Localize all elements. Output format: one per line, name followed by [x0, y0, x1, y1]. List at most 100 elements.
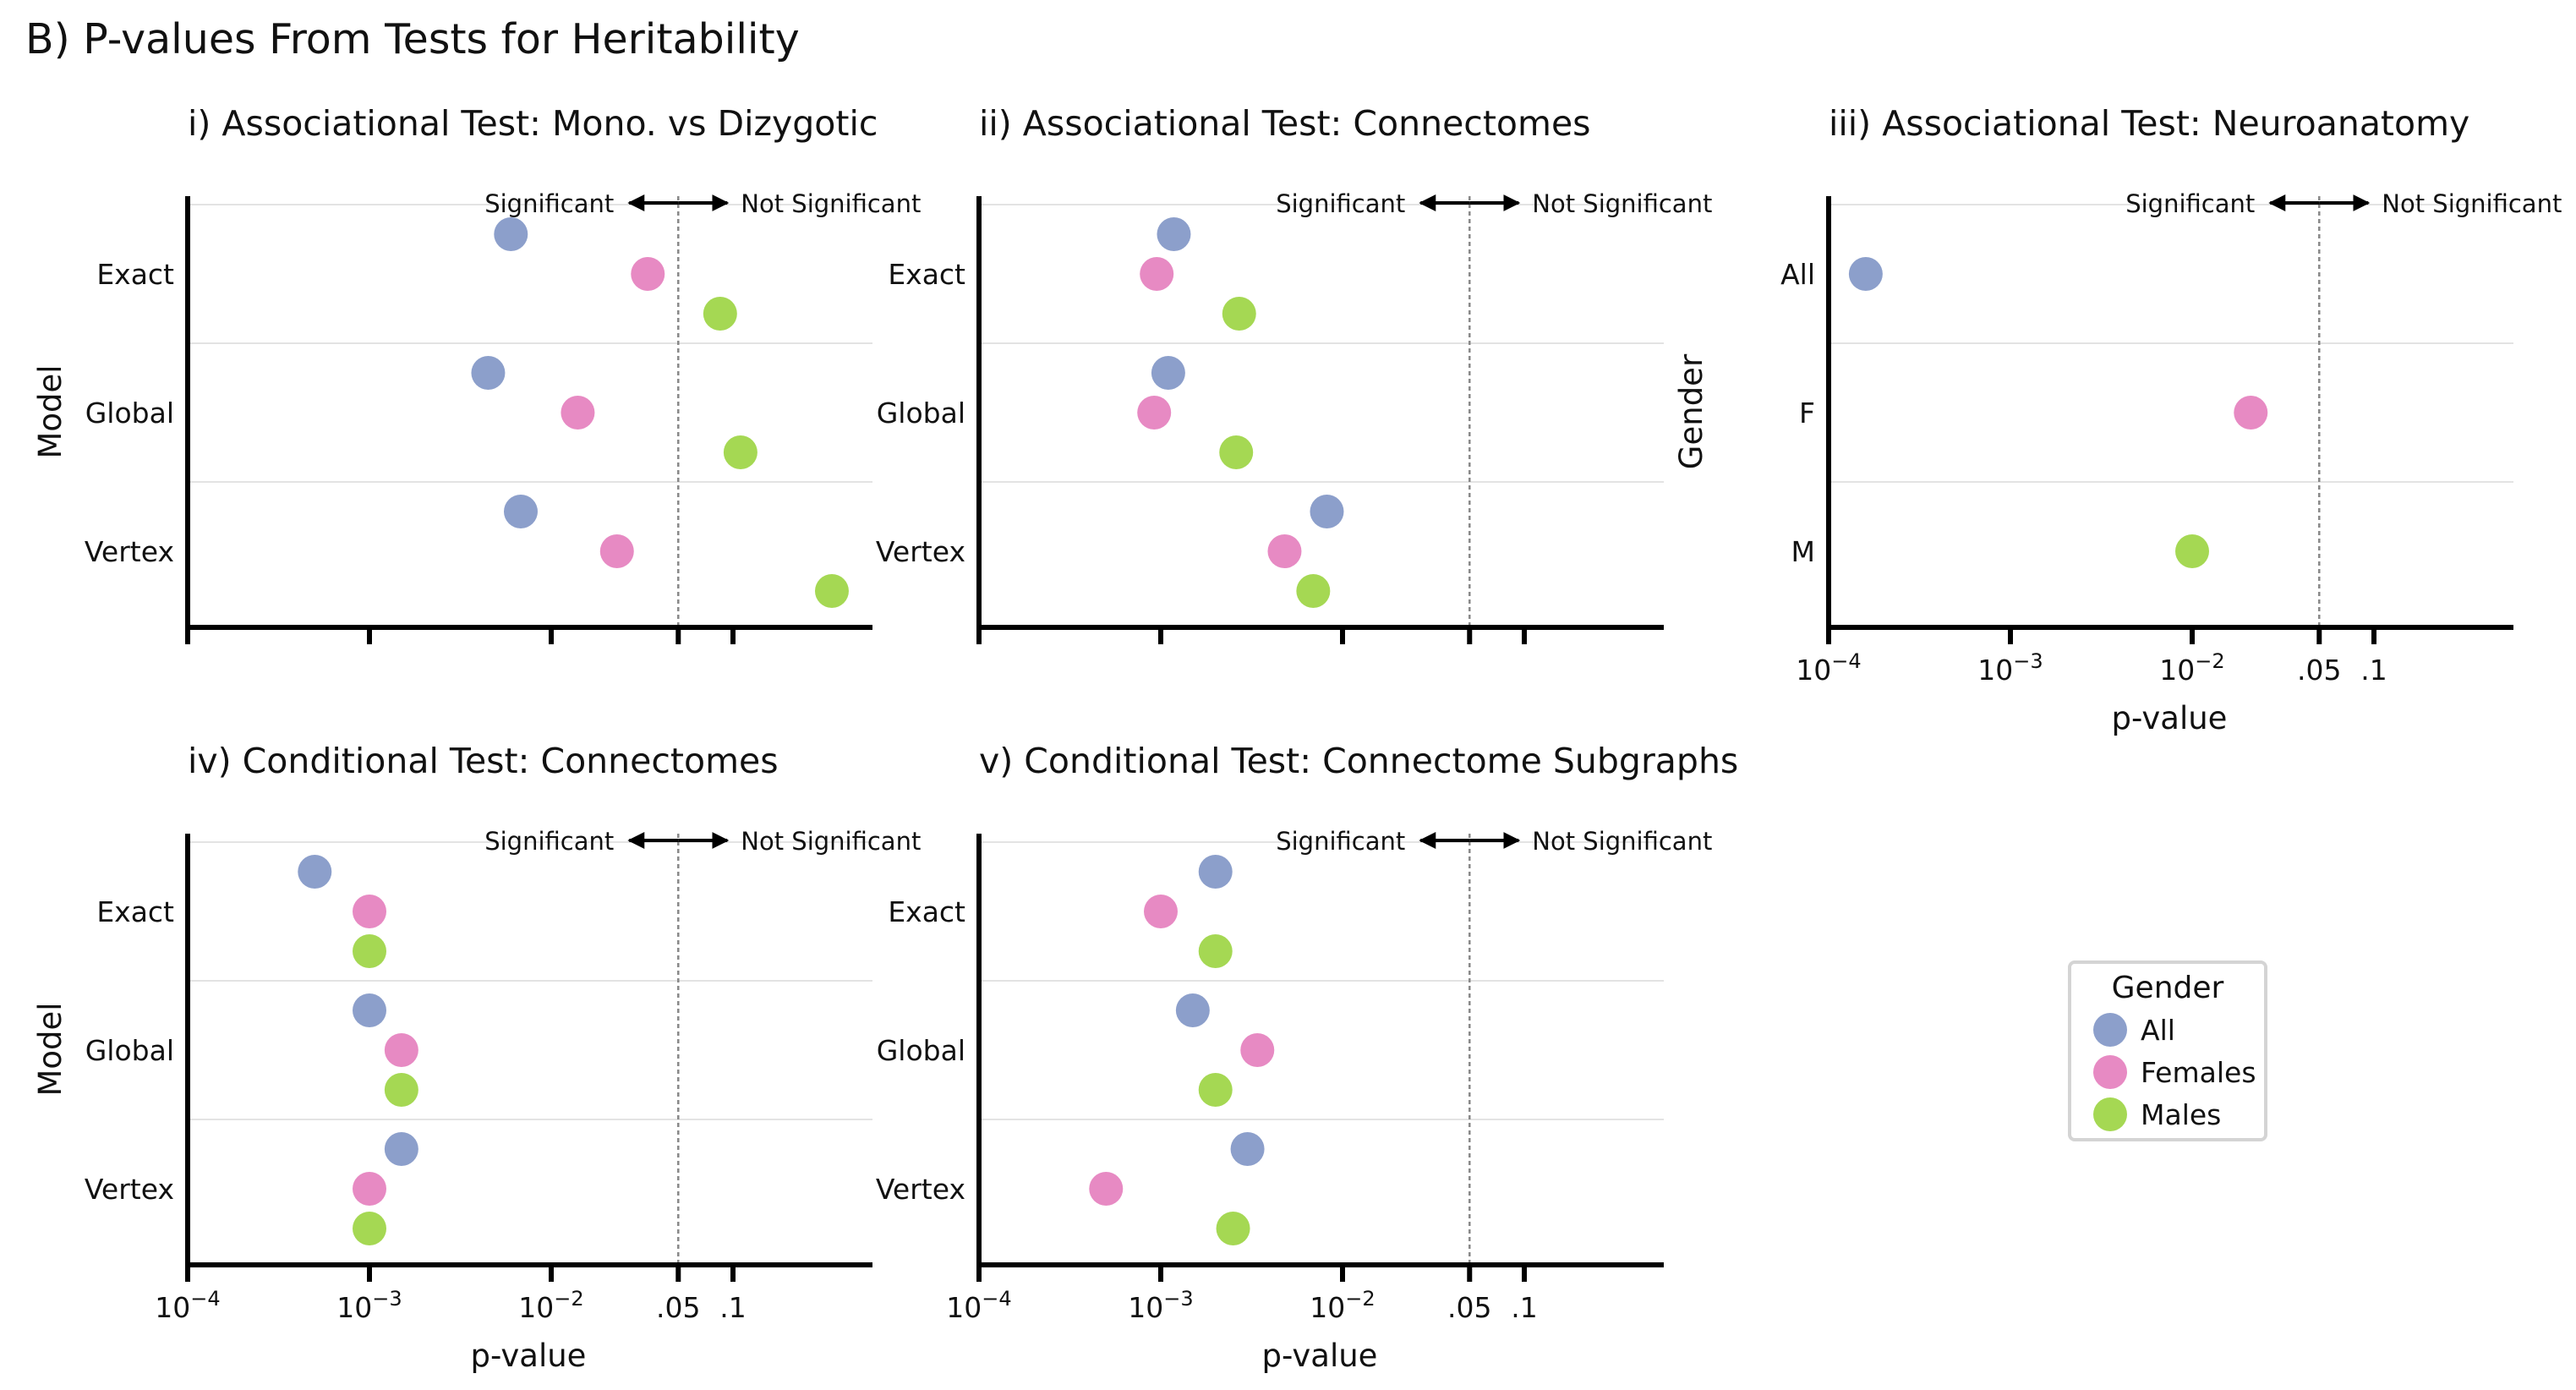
data-point-females [1267, 534, 1302, 568]
data-point-all [1230, 1132, 1265, 1166]
y-tick-label: Global [85, 1034, 174, 1067]
data-point-females [1089, 1172, 1124, 1206]
significant-label: Significant [1276, 189, 1405, 218]
y-tick-label: Exact [96, 258, 174, 291]
data-point-males [723, 435, 757, 469]
legend-swatch-males [2093, 1097, 2127, 1131]
data-point-all [1151, 356, 1185, 390]
legend-item-all: All [2093, 1011, 2175, 1048]
data-point-males [1296, 574, 1331, 608]
y-tick-label: Vertex [85, 535, 174, 568]
panel-title: iii) Associational Test: Neuroanatomy [1829, 103, 2469, 144]
data-point-females [631, 257, 665, 291]
y-tick-label: Global [85, 397, 174, 430]
data-point-all [353, 993, 386, 1027]
not-significant-label: Not Significant [1532, 189, 1712, 218]
data-point-females [353, 895, 386, 928]
data-point-females [1240, 1033, 1275, 1067]
not-significant-label: Not Significant [2382, 189, 2562, 218]
legend-swatch-females [2093, 1055, 2127, 1089]
x-axis-label: p-value [471, 1338, 587, 1374]
y-tick-label: Exact [96, 895, 174, 928]
data-point-females [561, 396, 595, 430]
y-tick-label: Vertex [876, 1173, 965, 1206]
data-point-females [2234, 396, 2268, 430]
data-point-females [1144, 895, 1178, 928]
data-point-all [1175, 993, 1210, 1027]
data-point-females [384, 1033, 418, 1067]
x-tick-label: .1 [1511, 1291, 1538, 1324]
not-significant-label: Not Significant [1532, 827, 1712, 856]
y-axis-label: Model [32, 364, 68, 458]
x-tick-label: 10−4 [1796, 649, 1861, 687]
x-tick-label: 10−4 [946, 1287, 1011, 1324]
data-point-all [494, 217, 528, 251]
y-tick-label: Exact [888, 895, 965, 928]
x-axis-label: p-value [2112, 700, 2228, 736]
legend-label-males: Males [2141, 1097, 2222, 1131]
data-point-all [1198, 855, 1233, 889]
x-tick-label: 10−4 [155, 1287, 220, 1324]
y-axis-label: Gender [1673, 353, 1709, 469]
data-point-females [1140, 257, 1174, 291]
data-point-all [298, 855, 332, 889]
not-significant-label: Not Significant [741, 827, 921, 856]
legend-item-females: Females [2093, 1053, 2256, 1091]
y-tick-label: All [1780, 258, 1815, 291]
data-point-males [814, 574, 849, 608]
data-point-males [1216, 1212, 1250, 1245]
y-tick-label: F [1799, 397, 1815, 430]
data-point-males [384, 1073, 418, 1107]
x-tick-label: 10−2 [2159, 649, 2224, 687]
data-point-males [1198, 1073, 1233, 1107]
legend-title: Gender [2111, 971, 2224, 1005]
x-tick-label: .05 [2297, 654, 2341, 687]
data-point-males [703, 297, 737, 331]
panel-title: i) Associational Test: Mono. vs Dizygoti… [188, 103, 878, 144]
data-point-all [1310, 495, 1344, 528]
significant-label: Significant [484, 827, 614, 856]
x-tick-label: .1 [2360, 654, 2387, 687]
panel-title: v) Conditional Test: Connectome Subgraph… [979, 741, 1738, 781]
data-point-all [1848, 257, 1883, 291]
data-point-females [599, 534, 634, 568]
data-point-all [1157, 217, 1191, 251]
significant-label: Significant [484, 189, 614, 218]
legend-swatch-all [2093, 1013, 2127, 1047]
legend-label-all: All [2141, 1013, 2175, 1047]
x-tick-label: .05 [1447, 1291, 1491, 1324]
y-tick-label: Vertex [85, 1173, 174, 1206]
x-tick-label: .1 [719, 1291, 747, 1324]
x-tick-label: 10−2 [518, 1287, 583, 1324]
x-tick-label: 10−3 [1128, 1287, 1193, 1324]
data-point-males [353, 1212, 386, 1245]
legend-item-males: Males [2093, 1096, 2221, 1133]
x-axis-label: p-value [1262, 1338, 1378, 1374]
data-point-females [1137, 396, 1172, 430]
legend-label-females: Females [2141, 1055, 2256, 1089]
y-tick-label: Vertex [876, 535, 965, 568]
y-tick-label: Global [877, 397, 965, 430]
data-point-all [384, 1132, 418, 1166]
data-point-all [471, 356, 506, 390]
data-point-males [1222, 297, 1256, 331]
y-tick-label: Exact [888, 258, 965, 291]
data-point-females [353, 1172, 386, 1206]
data-point-males [353, 934, 386, 968]
significant-label: Significant [1276, 827, 1405, 856]
data-point-males [1219, 435, 1254, 469]
x-tick-label: 10−3 [1977, 649, 2043, 687]
y-tick-label: Global [877, 1034, 965, 1067]
data-point-all [503, 495, 538, 528]
legend: Gender All Females Males [2068, 960, 2267, 1141]
data-point-males [2175, 534, 2209, 568]
panel-title: ii) Associational Test: Connectomes [979, 103, 1591, 144]
panel-title: iv) Conditional Test: Connectomes [188, 741, 779, 781]
x-tick-label: .05 [656, 1291, 700, 1324]
y-tick-label: M [1791, 535, 1815, 568]
not-significant-label: Not Significant [741, 189, 921, 218]
x-tick-label: 10−2 [1310, 1287, 1375, 1324]
figure-title: B) P-values From Tests for Heritability [25, 15, 800, 63]
y-axis-label: Model [32, 1002, 68, 1096]
